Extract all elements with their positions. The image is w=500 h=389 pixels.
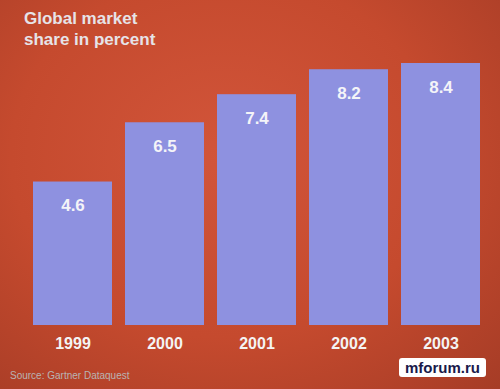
- html-text:mforum.ru: mforum.ru: [405, 359, 480, 376]
- html-text:Source: Gartner Dataquest: Source: Gartner Dataquest: [10, 370, 130, 381]
- svg-text:2003: 2003: [423, 335, 459, 352]
- svg-text:6.5: 6.5: [153, 137, 177, 156]
- svg-text:2002: 2002: [331, 335, 367, 352]
- svg-text:7.4: 7.4: [245, 109, 269, 128]
- html-text:Global market share in percent: Global market share in percent: [24, 9, 156, 49]
- svg-text:8.4: 8.4: [429, 78, 453, 97]
- svg-text:1999: 1999: [55, 335, 91, 352]
- svg-text:2000: 2000: [147, 335, 183, 352]
- svg-text:2001: 2001: [239, 335, 275, 352]
- svg-text:8.2: 8.2: [337, 84, 361, 103]
- svg-text:4.6: 4.6: [61, 196, 85, 215]
